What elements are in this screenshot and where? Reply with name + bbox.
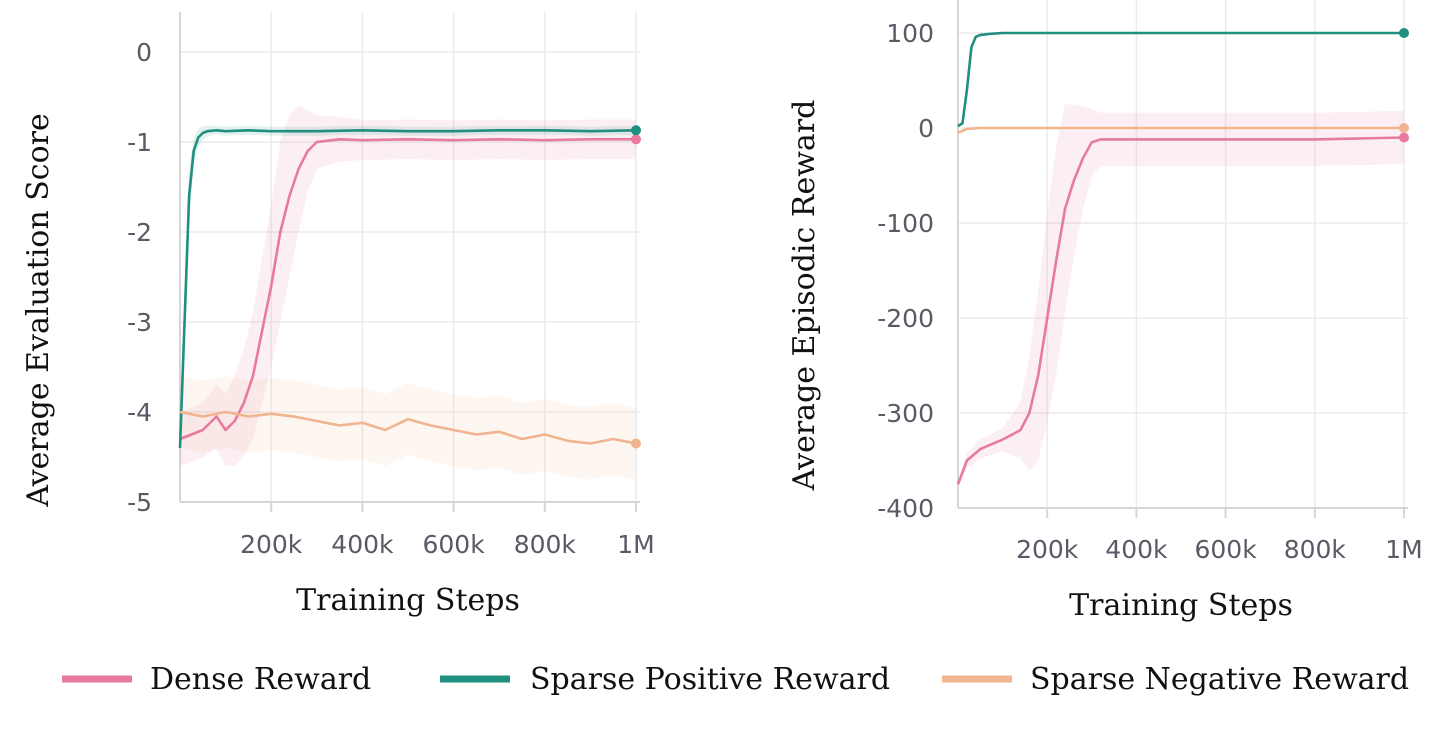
legend: Dense Reward Sparse Positive Reward Spar… (62, 662, 1409, 697)
series-end-point-sparse-negative (631, 438, 641, 449)
series-line-dense (179, 138, 636, 441)
x-tick-label: 200k (240, 530, 303, 559)
band-sparse-negative (180, 376, 636, 480)
y-tick-label: -100 (877, 209, 934, 238)
y-tick-label: -3 (127, 308, 152, 337)
series-line-dense (956, 136, 1405, 485)
series-end-point-dense (631, 134, 641, 145)
y-tick-label: -4 (127, 398, 152, 427)
band-dense (180, 106, 636, 466)
y-tick-label: -200 (877, 304, 934, 333)
x-tick-label: 600k (422, 530, 485, 559)
panel-evaluation-score: 0 -1 -2 -3 -4 -5 200k 400k 600k 800k 1M Training St… (21, 12, 655, 618)
legend-label-sparse-negative: Sparse Negative Reward (1030, 662, 1409, 697)
band-dense (958, 104, 1404, 485)
y-tick-label: -400 (877, 494, 934, 523)
series-end-point-sparse-positive (631, 125, 641, 136)
series-line-sparse-negative (179, 410, 637, 445)
series-line-sparse-positive (957, 31, 1404, 128)
x-tick-label: 800k (514, 530, 577, 559)
series-end-point-sparse-negative (1399, 123, 1409, 133)
y-tick-label: -5 (127, 488, 152, 517)
y-tick-label: 0 (136, 38, 152, 67)
x-tick-label: 200k (1016, 535, 1079, 564)
band-sparse-positive (958, 33, 1404, 127)
x-tick-label: 1M (617, 530, 654, 559)
y-tick-label: 0 (918, 114, 934, 143)
y-tick-label: -300 (877, 399, 934, 428)
series-end-point-sparse-positive (1399, 28, 1409, 38)
legend-label-dense: Dense Reward (150, 662, 371, 697)
x-tick-label: 400k (1105, 535, 1168, 564)
legend-label-sparse-positive: Sparse Positive Reward (530, 662, 890, 697)
y-axis-title: Average Episodic Reward (787, 100, 822, 492)
y-tick-label: -1 (127, 128, 152, 157)
x-tick-label: 1M (1385, 535, 1422, 564)
x-axis-title: Training Steps (1069, 588, 1293, 623)
panel-episodic-reward: 100 0 -100 -200 -300 -400 200k 400k 600k 800k 1M Tr… (787, 0, 1423, 623)
x-tick-label: 600k (1194, 535, 1257, 564)
y-tick-label: 100 (886, 19, 934, 48)
y-axis-title: Average Evaluation Score (21, 113, 56, 508)
x-axis-title: Training Steps (296, 583, 520, 618)
series-end-point-dense (1399, 132, 1409, 143)
x-tick-label: 800k (1284, 535, 1347, 564)
series-line-sparse-positive (178, 129, 637, 449)
x-tick-label: 400k (331, 530, 394, 559)
series-line-sparse-negative (957, 126, 1404, 134)
y-tick-label: -2 (127, 218, 152, 247)
